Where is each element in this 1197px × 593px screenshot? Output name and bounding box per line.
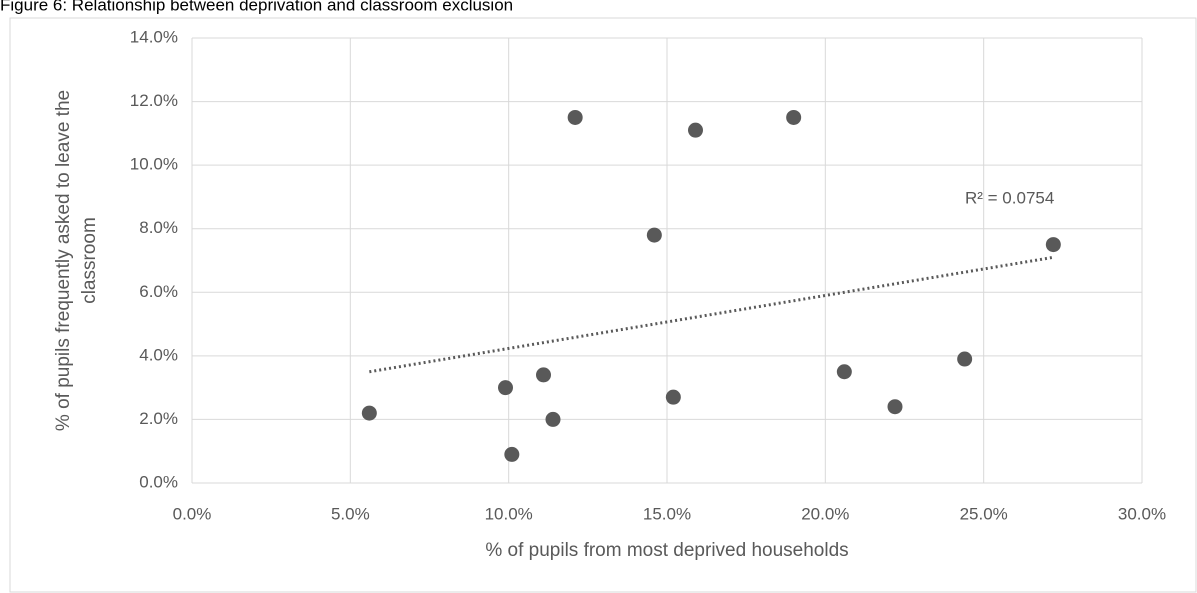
point [567, 109, 583, 125]
x-tick-label: 20.0% [801, 504, 849, 523]
point [504, 446, 520, 462]
y-tick-label: 14.0% [130, 27, 178, 46]
x-tick-label: 5.0% [331, 504, 370, 523]
point [887, 399, 903, 415]
y-tick-label: 6.0% [139, 282, 178, 301]
chart-title: Figure 6: Relationship between deprivati… [0, 0, 513, 14]
point [545, 411, 561, 427]
point [957, 351, 973, 367]
chart-frame [9, 17, 1197, 593]
y-tick-label: 0.0% [139, 472, 178, 491]
point [1045, 237, 1061, 253]
y-tick-label: 2.0% [139, 409, 178, 428]
point [536, 367, 551, 383]
point [646, 227, 662, 243]
point [688, 122, 703, 138]
y-tick-label: 4.0% [139, 345, 178, 364]
y-axis-title: % of pupils frequently asked to leave th… [53, 90, 74, 431]
y-tick-label: 10.0% [130, 155, 178, 174]
trendline [369, 255, 1054, 374]
x-tick-label: 25.0% [960, 504, 1008, 523]
trendline-label: R² = 0.0754 [965, 188, 1054, 207]
x-tick-label: 0.0% [173, 504, 212, 523]
point [786, 109, 802, 125]
point [836, 364, 852, 380]
point [498, 380, 513, 396]
x-axis-title: % of pupils from most deprived household… [485, 540, 848, 561]
x-tick-label: 30.0% [1118, 504, 1166, 523]
x-tick-label: 10.0% [485, 504, 533, 523]
y-axis-title: classroom [79, 217, 100, 304]
y-tick-label: 12.0% [130, 91, 178, 110]
x-tick-label: 15.0% [643, 504, 691, 523]
y-tick-label: 8.0% [139, 218, 178, 237]
point [361, 405, 377, 421]
point [665, 389, 681, 405]
